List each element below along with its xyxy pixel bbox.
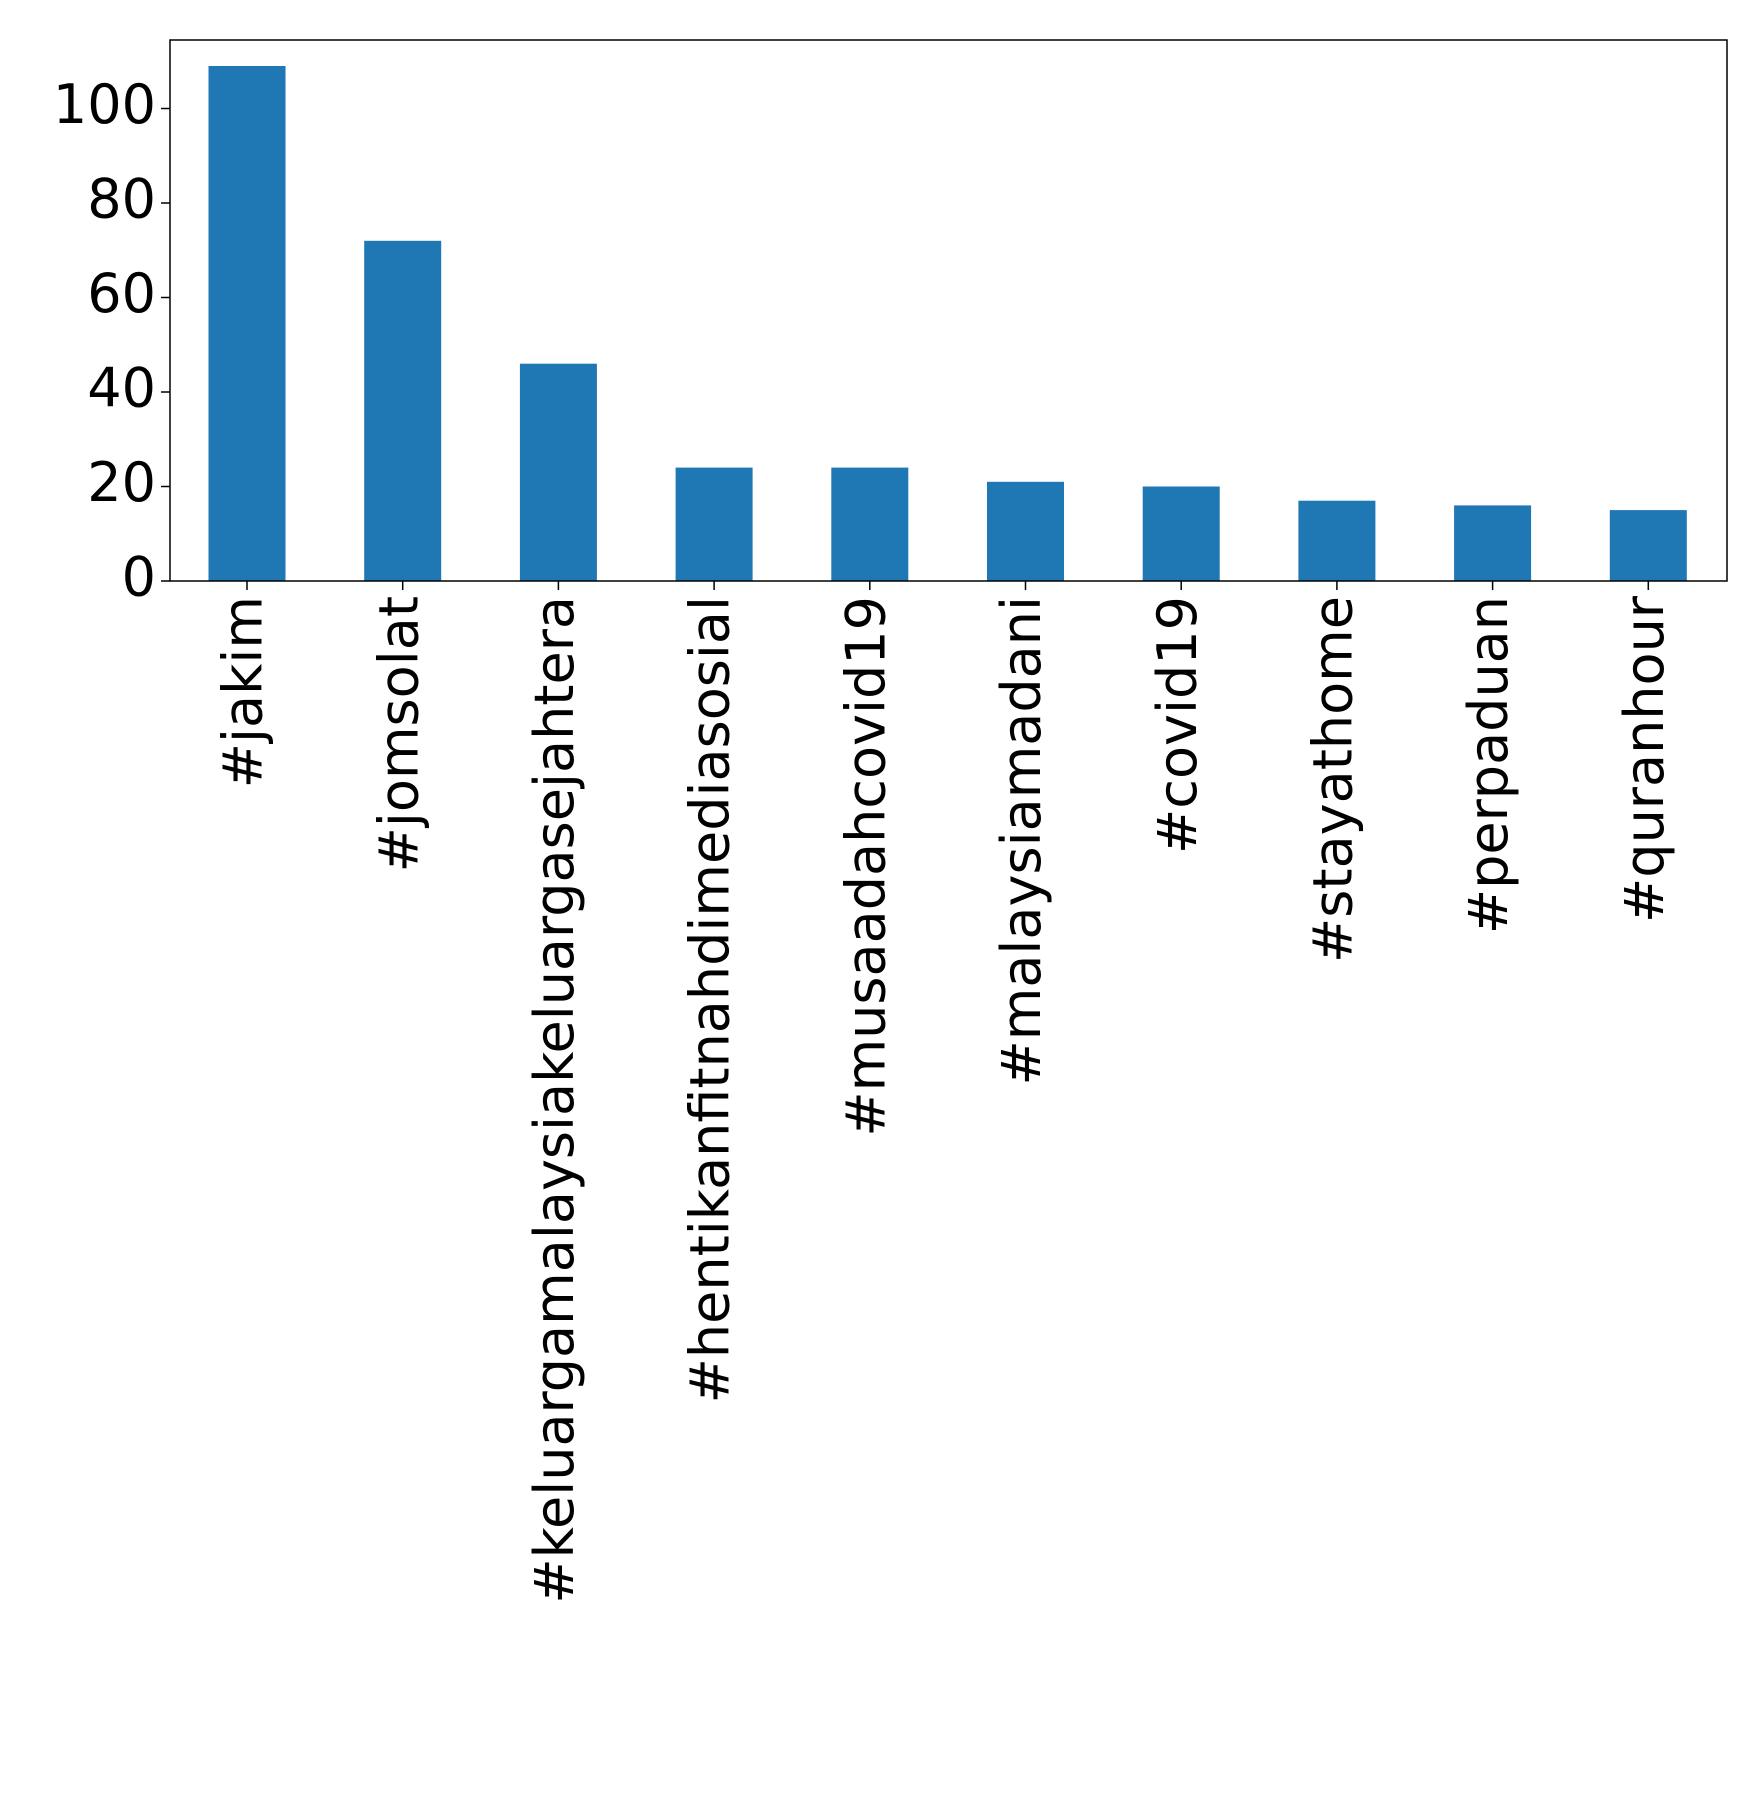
x-tick-label: #keluargamalaysiakeluargasejahtera xyxy=(523,596,586,1604)
bar-quranhour xyxy=(1609,510,1687,581)
x-tick-label: #perpaduan xyxy=(1457,596,1520,934)
x-tick-label: #covid19 xyxy=(1146,596,1209,854)
x-tick-label: #jakim xyxy=(212,596,275,788)
x-tick-label: #hentikanfitnahdimediasosial xyxy=(679,596,742,1403)
bar-jomsolat xyxy=(364,240,442,582)
x-tick-label: #stayathome xyxy=(1302,596,1365,963)
plot-area-frame xyxy=(169,39,1728,582)
bar-jakim xyxy=(208,66,286,581)
y-tick-label: 0 xyxy=(122,546,156,609)
bar-perpaduan xyxy=(1454,505,1532,581)
bars-layer xyxy=(208,66,1687,582)
x-tick-label: #quranhour xyxy=(1613,595,1676,923)
y-tick-label: 100 xyxy=(53,73,156,136)
bar-covid19 xyxy=(1142,486,1220,581)
bar-keluargamalaysiakeluargasejahtera xyxy=(519,363,597,581)
x-axis: #jakim #jomsolat #keluargamalaysiakeluarga… xyxy=(212,581,1676,1604)
y-tick-label: 40 xyxy=(87,357,156,420)
bar-stayathome xyxy=(1298,500,1376,581)
x-tick-label: #musaadahcovid19 xyxy=(834,596,897,1137)
y-tick-label: 80 xyxy=(87,168,156,231)
x-tick-label: #malaysiamadani xyxy=(990,596,1053,1086)
y-tick-label: 60 xyxy=(87,262,156,325)
y-tick-label: 20 xyxy=(87,451,156,514)
x-tick-label: #jomsolat xyxy=(367,596,430,872)
bar-musaadahcovid19 xyxy=(831,467,909,581)
y-axis: 0 20 40 60 80 100 xyxy=(53,73,170,609)
bar-malaysiamadani xyxy=(987,481,1064,581)
bar-hentikanfitnahdimediasosial xyxy=(675,467,753,581)
